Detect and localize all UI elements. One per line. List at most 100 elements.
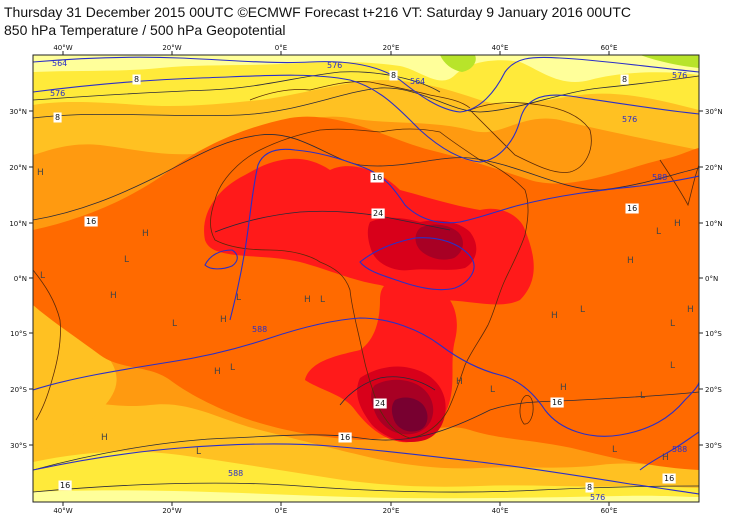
temperature-band-light-orange-west	[33, 280, 117, 452]
geopotential-label: 576	[50, 89, 65, 98]
geopotential-label: 576	[672, 71, 687, 80]
geopotential-contours	[33, 56, 699, 495]
isotherm-label: 16	[627, 204, 637, 213]
isotherm-label-box	[550, 397, 564, 408]
isotherm-8-north	[33, 75, 699, 119]
geopotential-label: 576	[622, 115, 637, 124]
pressure-marker: H	[110, 291, 117, 301]
isotherm-label-box	[585, 482, 594, 493]
geopotential-contour-588-equator	[359, 237, 475, 291]
geopotential-label: 564	[52, 59, 67, 68]
pressure-marker: L	[124, 255, 129, 265]
isotherm-label-box	[132, 74, 141, 85]
geopotential-label: 576	[590, 493, 605, 502]
temperature-band-yellow-north	[33, 55, 699, 110]
isotherm-label: 8	[55, 113, 60, 122]
temperature-band-dark-red-north	[415, 224, 463, 260]
lat-label-left-30s: 30°S	[10, 442, 27, 450]
pressure-marker: L	[612, 445, 617, 455]
isotherm-label: 16	[60, 481, 70, 490]
isotherm-label-box	[370, 172, 384, 183]
isotherm-label-box	[338, 432, 352, 443]
south-america-coastline	[33, 269, 61, 421]
lon-label-bottom-60e: 60°E	[601, 507, 618, 515]
pressure-marker: L	[656, 227, 661, 237]
geopotential-contour-588-south-east	[639, 431, 699, 471]
isotherm-24-north	[214, 210, 451, 233]
lon-label-bottom-20e: 20°E	[383, 507, 400, 515]
isotherm-label: 8	[622, 75, 627, 84]
isotherm-16-north	[33, 134, 699, 221]
isotherm-label: 16	[86, 217, 96, 226]
pressure-marker: H	[560, 383, 567, 393]
temperature-band-pale-yellow-north	[33, 55, 699, 83]
lat-label-left-10n: 10°N	[9, 220, 27, 228]
geopotential-label: 576	[327, 61, 342, 70]
geopotential-contour-588-inner	[204, 249, 238, 270]
lon-label-bottom-20w: 20°W	[162, 507, 181, 515]
isotherm-label: 24	[373, 209, 383, 218]
lat-label-left-20s: 20°S	[10, 386, 27, 394]
pressure-marker: L	[236, 293, 241, 303]
isotherm-label: 8	[134, 75, 139, 84]
isotherm-label-box	[371, 208, 385, 219]
lat-label-right-10n: 10°N	[705, 220, 723, 228]
madagascar-coastline	[519, 395, 534, 425]
lon-label-top-40e: 40°E	[492, 44, 509, 52]
pressure-marker: L	[490, 385, 495, 395]
isotherm-label: 24	[375, 399, 385, 408]
temperature-band-yellow-south	[33, 451, 699, 502]
lon-label-top-0e: 0°E	[275, 44, 287, 52]
lon-label-top-40w: 40°W	[53, 44, 72, 52]
pressure-marker: L	[40, 271, 45, 281]
pressure-marker: H	[551, 311, 558, 321]
map-title-line1: Thursday 31 December 2015 00UTC ©ECMWF F…	[4, 4, 631, 20]
pressure-marker: L	[670, 319, 675, 329]
lon-label-top-60e: 60°E	[601, 44, 618, 52]
latitude-labels: 30°N 20°N 10°N 0°N 10°S 20°S 30°S 30°N 2…	[9, 108, 722, 450]
pressure-marker: L	[320, 295, 325, 305]
pressure-marker: L	[640, 391, 645, 401]
lat-label-right-20s: 20°S	[705, 386, 722, 394]
isotherm-label-box	[373, 398, 387, 409]
isotherm-label: 16	[340, 433, 350, 442]
europe-coastline	[249, 81, 471, 109]
lat-label-left-30n: 30°N	[9, 108, 27, 116]
africa-coastline	[210, 128, 529, 439]
lat-label-left-20n: 20°N	[9, 164, 27, 172]
geopotential-label-group: 564 576 576 564 576 576 588 588 588 576 …	[50, 59, 687, 502]
lat-label-right-10s: 10°S	[705, 330, 722, 338]
temperature-band-maroon-south	[391, 397, 428, 432]
isotherm-16-south	[33, 391, 699, 471]
geopotential-contour-588-south	[33, 317, 699, 437]
lon-label-top-20w: 20°W	[162, 44, 181, 52]
isotherm-label: 16	[664, 474, 674, 483]
longitude-labels: 40°W 20°W 0°E 20°E 40°E 60°E 40°W 20°W 0…	[53, 44, 617, 515]
geopotential-label: 588	[672, 445, 687, 454]
isotherm-label-box	[58, 480, 72, 491]
pressure-marker: H	[662, 453, 669, 463]
isotherm-label: 8	[391, 71, 396, 80]
lat-label-right-20n: 20°N	[705, 164, 723, 172]
pressure-marker: H	[674, 219, 681, 229]
geopotential-label: 588	[652, 173, 667, 182]
lat-label-right-30n: 30°N	[705, 108, 723, 116]
pressure-marker-group: H L H L H L H L H L H L H L H L H L H L …	[37, 168, 694, 463]
isotherm-label: 16	[552, 398, 562, 407]
pressure-marker: H	[687, 305, 694, 315]
pressure-marker: H	[220, 315, 227, 325]
pressure-marker: H	[456, 377, 463, 387]
lat-label-right-30s: 30°S	[705, 442, 722, 450]
map-title-line2: 850 hPa Temperature / 500 hPa Geopotenti…	[4, 22, 286, 38]
pressure-marker: H	[627, 256, 634, 266]
lat-label-left-10s: 10°S	[10, 330, 27, 338]
pressure-marker: H	[214, 367, 221, 377]
temperature-band-dark-orange	[33, 116, 699, 470]
pressure-marker: H	[304, 295, 311, 305]
temperature-band-green-north	[440, 55, 476, 72]
isotherm-label-box	[662, 473, 676, 484]
isotherm-label-box	[84, 216, 98, 227]
isotherm-label-group: 8 8 8 8 16 16 24 24 16 16 16 16 8 16	[53, 70, 676, 493]
isotherm-label-box	[389, 70, 398, 81]
